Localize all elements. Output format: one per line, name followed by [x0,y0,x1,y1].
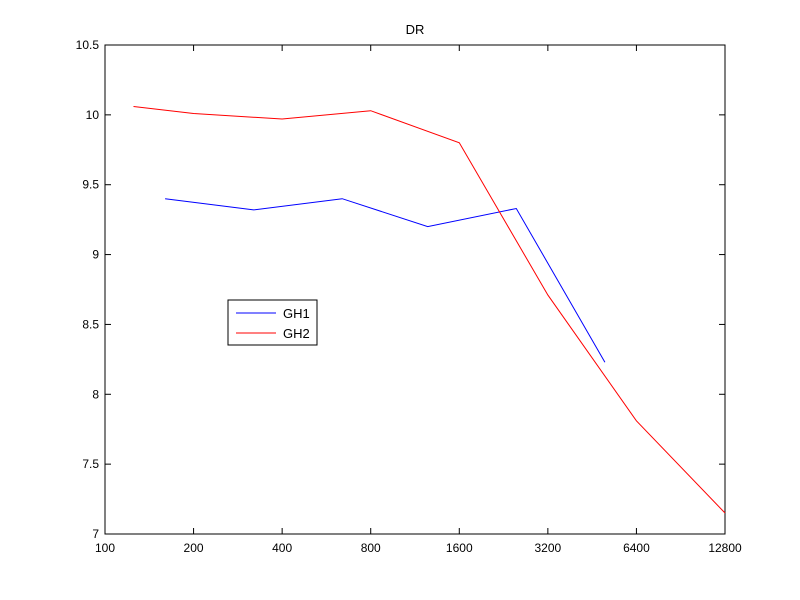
legend-label-gh1: GH1 [283,306,310,321]
x-tick-label: 400 [272,541,292,555]
x-tick-label: 1600 [446,541,473,555]
y-tick-label: 10 [86,108,100,122]
plot-area [104,44,726,535]
y-tick-label: 9.5 [82,178,99,192]
x-tick-label: 200 [184,541,204,555]
x-tick-label: 6400 [623,541,650,555]
y-tick-label: 7 [92,527,99,541]
series-layer [133,106,726,514]
x-tick-label: 3200 [535,541,562,555]
x-tick-label: 12800 [708,541,742,555]
legend: GH1 GH2 [227,299,318,346]
y-tick-label: 8 [92,387,99,401]
series-line-gh1 [165,198,606,363]
x-tick-label: 100 [95,541,115,555]
y-tick-label: 7.5 [82,457,99,471]
series-line-gh2 [133,106,726,514]
y-tick-label: 10.5 [76,38,100,52]
x-axis: 100 200 400 800 1600 3200 6400 12800 [95,45,742,555]
y-axis: 7 7.5 8 8.5 9 9.5 10 10.5 [76,38,725,541]
y-tick-label: 9 [92,248,99,262]
x-tick-label: 800 [361,541,381,555]
chart-title: DR [406,22,425,37]
legend-label-gh2: GH2 [283,326,310,341]
legend-box [227,299,318,346]
y-tick-label: 8.5 [82,317,99,331]
